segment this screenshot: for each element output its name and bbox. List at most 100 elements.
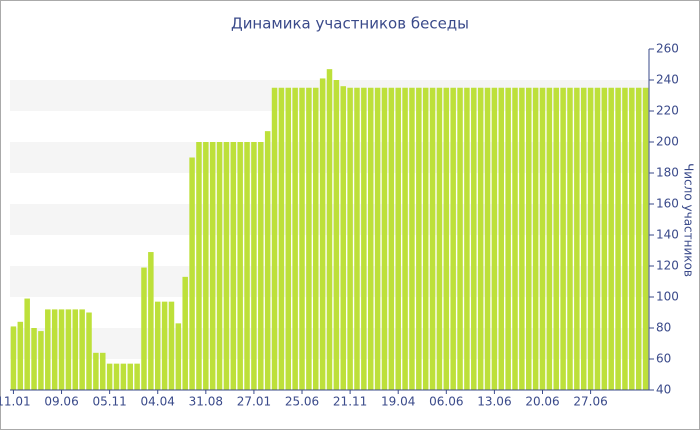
x-tick-label: 31.08	[189, 395, 223, 409]
bar	[642, 87, 649, 390]
bar	[113, 363, 120, 390]
x-tick-label: 19.04	[381, 395, 415, 409]
bar	[106, 363, 113, 390]
x-tick-label: 25.06	[285, 395, 319, 409]
y-tick-label: 160	[656, 197, 679, 211]
bar	[182, 276, 188, 390]
bar	[100, 352, 106, 390]
bar	[361, 87, 367, 390]
y-tick-label: 120	[656, 259, 679, 273]
bar	[120, 363, 127, 390]
bar	[580, 87, 587, 390]
bar	[560, 87, 566, 390]
bar	[409, 87, 415, 390]
bar	[223, 142, 230, 390]
bar	[629, 87, 635, 390]
bar	[154, 301, 161, 390]
bar	[553, 87, 559, 390]
bar	[354, 87, 360, 390]
bar	[24, 298, 30, 390]
bar	[429, 87, 436, 390]
bar	[175, 323, 182, 390]
x-tick-label: 09.06	[44, 395, 78, 409]
bar	[285, 87, 292, 390]
bar	[422, 87, 429, 390]
bar	[319, 78, 326, 390]
bar	[127, 363, 133, 390]
y-tick-label: 60	[656, 352, 671, 366]
bar	[416, 87, 422, 390]
y-tick-label: 100	[656, 290, 679, 304]
bar	[86, 312, 92, 390]
bar	[546, 87, 553, 390]
bar	[587, 87, 594, 390]
bar	[230, 142, 237, 390]
bar	[313, 87, 319, 390]
bar	[209, 142, 216, 390]
bar	[93, 352, 99, 390]
y-tick-label: 220	[656, 104, 679, 118]
bar	[148, 252, 154, 390]
x-tick-label: 27.01	[237, 395, 271, 409]
bar	[601, 87, 608, 390]
y-tick-label: 40	[656, 383, 671, 397]
bar	[161, 301, 168, 390]
y-tick-label: 80	[656, 321, 671, 335]
bar	[532, 87, 539, 390]
bar	[374, 87, 381, 390]
bar	[79, 309, 85, 390]
bar	[45, 309, 51, 390]
bar	[58, 309, 65, 390]
y-tick-label: 200	[656, 135, 679, 149]
x-tick-label: 20.06	[525, 395, 559, 409]
bar	[10, 326, 17, 390]
bar	[134, 363, 140, 390]
bar	[484, 87, 491, 390]
bar	[333, 80, 340, 390]
bar	[244, 142, 250, 390]
bar	[258, 142, 264, 390]
bar	[436, 87, 443, 390]
bar	[615, 87, 621, 390]
bar	[292, 87, 298, 390]
y-tick-label: 140	[656, 228, 679, 242]
y-tick-label: 240	[656, 73, 679, 87]
bar	[402, 87, 408, 390]
bar	[594, 87, 601, 390]
bar	[477, 87, 484, 390]
bar	[237, 142, 243, 390]
bar	[203, 142, 209, 390]
bar	[443, 87, 450, 390]
x-tick-label: 04.04	[141, 395, 175, 409]
x-tick-label: 21.11	[333, 395, 367, 409]
bar	[51, 309, 58, 390]
bar	[141, 267, 147, 390]
bar	[168, 301, 175, 390]
bar	[491, 87, 498, 390]
bar	[381, 87, 388, 390]
bar	[395, 87, 401, 390]
bar	[622, 87, 628, 390]
x-tick-label: 13.06	[477, 395, 511, 409]
chart-title: Динамика участников беседы	[231, 15, 469, 33]
y-axis-label: Число участников	[682, 163, 696, 277]
y-tick-label: 180	[656, 166, 679, 180]
bar	[72, 309, 79, 390]
bar	[608, 87, 614, 390]
bar	[512, 87, 518, 390]
bar	[196, 142, 202, 390]
bar	[306, 87, 312, 390]
bar	[526, 87, 532, 390]
bar	[519, 87, 525, 390]
x-tick-label: 05.11	[92, 395, 126, 409]
bar	[299, 87, 305, 390]
bar	[498, 87, 505, 390]
bar	[505, 87, 511, 390]
bar	[450, 87, 456, 390]
bar	[347, 87, 353, 390]
bar	[457, 87, 463, 390]
bar	[367, 87, 374, 390]
bar	[471, 87, 477, 390]
bar	[539, 87, 546, 390]
bar	[17, 321, 24, 390]
